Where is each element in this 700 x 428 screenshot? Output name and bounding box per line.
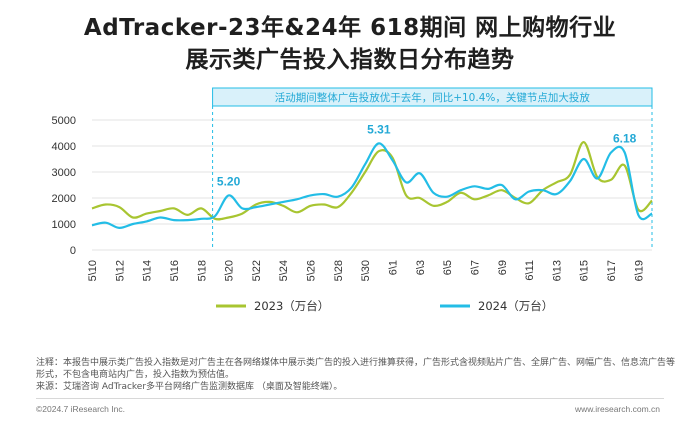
x-tick-label: 6\1 — [387, 260, 399, 275]
chart-source: 来源：艾瑞咨询 AdTracker多平台网络广告监测数据库 （桌面及智能终端）。 — [36, 382, 343, 392]
legend-label: 2023（万台） — [254, 299, 329, 313]
x-tick-label: 6\19 — [633, 260, 645, 281]
annotation-banner-text: 活动期间整体广告投放优于去年，同比+10.4%，关键节点加大投放 — [275, 91, 591, 104]
data-labels: 5.20 5.31 6.18 — [217, 122, 637, 188]
footer-url: www.iresearch.com.cn — [574, 404, 660, 414]
y-tick-label: 3000 — [52, 167, 76, 179]
x-tick-label: 5\24 — [278, 260, 290, 281]
y-tick-label: 1000 — [52, 219, 76, 231]
x-tick-label: 6\5 — [442, 260, 454, 275]
legend-label: 2024（万台） — [478, 299, 553, 313]
page-title-line2: 展示类广告投入指数日分布趋势 — [185, 47, 515, 73]
y-axis-tick-labels: 0 1000 2000 3000 4000 5000 — [52, 115, 76, 257]
x-tick-label: 6\17 — [606, 260, 618, 281]
chart-note: 注释：本报告中展示类广告投入指数是对广告主在各网络媒体中展示类广告的投入进行推算… — [36, 358, 676, 380]
page-title-line1: AdTracker-23年&24年 618期间 网上购物行业 — [83, 15, 617, 41]
series-lines — [91, 141, 653, 229]
x-tick-label: 5\12 — [114, 260, 126, 281]
footer-divider — [36, 398, 664, 399]
y-tick-label: 2000 — [52, 193, 76, 205]
data-label: 5.20 — [217, 174, 241, 188]
x-tick-label: 5\16 — [169, 260, 181, 281]
y-tick-label: 4000 — [52, 141, 76, 153]
annotation-banner: 活动期间整体广告投放优于去年，同比+10.4%，关键节点加大投放 — [212, 87, 653, 107]
x-tick-label: 5\30 — [360, 260, 372, 281]
series-2023-line — [91, 141, 653, 221]
x-tick-label: 6\15 — [579, 260, 591, 281]
x-tick-label: 5\20 — [224, 260, 236, 281]
x-tick-label: 6\3 — [415, 260, 427, 275]
x-tick-label: 5\18 — [196, 260, 208, 281]
x-tick-label: 5\10 — [87, 260, 99, 281]
x-tick-label: 6\11 — [524, 260, 536, 281]
x-tick-label: 5\26 — [306, 260, 318, 281]
legend: 2023（万台） 2024（万台） — [216, 299, 553, 313]
footer-copyright: ©2024.7 iResearch Inc. — [36, 404, 125, 414]
x-tick-label: 6\7 — [469, 260, 481, 275]
gridlines — [92, 119, 652, 251]
x-tick-label: 5\14 — [142, 260, 154, 281]
y-tick-label: 5000 — [52, 115, 76, 127]
y-tick-label: 0 — [70, 245, 76, 257]
x-tick-label: 6\9 — [497, 260, 509, 275]
period-dashed-lines — [212, 106, 653, 250]
annotation-banner-box — [212, 87, 653, 107]
x-axis-tick-labels: 5\10 5\12 5\14 5\16 5\18 5\20 5\22 5\24 5\26 5\28… — [87, 260, 645, 281]
series-2024-line — [91, 142, 653, 229]
data-label: 6.18 — [613, 132, 637, 146]
x-tick-label: 6\13 — [551, 260, 563, 281]
x-tick-label: 5\22 — [251, 260, 263, 281]
data-label: 5.31 — [367, 122, 391, 136]
x-tick-label: 5\28 — [333, 260, 345, 281]
